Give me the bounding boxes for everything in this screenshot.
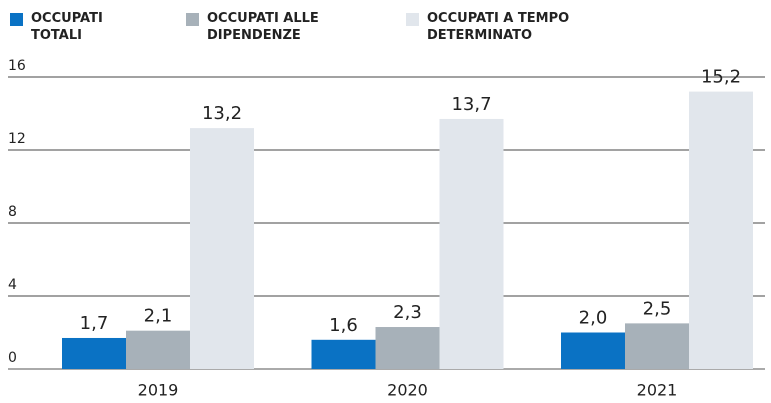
value-label: 13,7	[451, 94, 491, 115]
legend-swatch	[10, 13, 23, 26]
legend-label: OCCUPATI A TEMPO DETERMINATO	[427, 11, 570, 43]
value-label: 13,2	[202, 103, 242, 124]
bar	[561, 332, 625, 369]
x-tick-label: 2019	[138, 381, 179, 400]
bar	[190, 128, 254, 369]
value-label: 2,0	[579, 308, 608, 329]
bar	[625, 323, 689, 369]
bar	[439, 118, 504, 369]
legend-label: OCCUPATI ALLE DIPENDENZE	[207, 11, 319, 43]
bar	[689, 91, 753, 369]
value-label: 15,2	[701, 67, 741, 88]
y-tick-label: 16	[8, 58, 26, 74]
x-tick-label: 2021	[637, 381, 678, 400]
legend-item: OCCUPATI ALLE DIPENDENZE	[186, 10, 367, 44]
value-label: 2,3	[393, 302, 422, 323]
y-tick-label: 4	[8, 277, 17, 293]
y-tick-label: 12	[8, 131, 26, 147]
value-label: 1,7	[80, 313, 109, 334]
y-tick-label: 0	[8, 350, 17, 366]
legend-item: OCCUPATI A TEMPO DETERMINATO	[406, 10, 607, 44]
value-label: 2,5	[643, 298, 672, 319]
bar	[62, 337, 126, 369]
y-tick-label: 8	[8, 204, 17, 220]
legend-item: OCCUPATI TOTALI	[10, 10, 141, 44]
bar	[375, 327, 440, 369]
legend-label: OCCUPATI TOTALI	[31, 11, 103, 43]
value-label: 2,1	[144, 306, 173, 327]
x-tick-label: 2020	[387, 381, 428, 400]
bar	[126, 330, 190, 369]
legend-swatch	[186, 13, 199, 26]
legend-swatch	[406, 13, 419, 26]
bar	[311, 339, 376, 369]
value-label: 1,6	[329, 315, 358, 336]
